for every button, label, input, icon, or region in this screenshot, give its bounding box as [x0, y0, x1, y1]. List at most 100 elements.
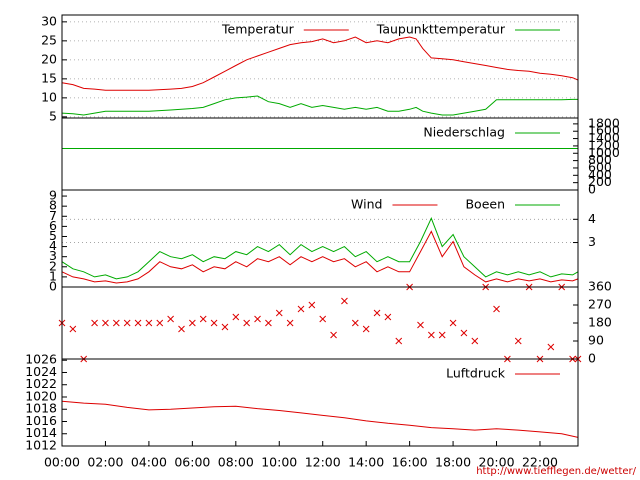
y2-tick-label: 800 [588, 152, 612, 167]
y2-tick-label: 1200 [588, 137, 620, 152]
direction-point [210, 319, 218, 327]
direction-point [221, 323, 229, 331]
direction-point [265, 319, 272, 327]
y2-tick-label: 1600 [588, 123, 620, 138]
direction-point [297, 305, 305, 313]
direction-point [438, 331, 446, 339]
y-tick-label: 5 [49, 228, 57, 243]
y-tick-label: 1024 [25, 364, 57, 379]
direction-point [351, 319, 359, 327]
y-tick-label: 4 [49, 238, 57, 253]
x-tick-label: 02:00 [87, 455, 123, 470]
y-tick-label: 6 [49, 218, 57, 233]
x-tick-label: 14:00 [348, 455, 384, 470]
direction-point [69, 325, 77, 333]
y2-tick-label: 1400 [588, 130, 620, 145]
direction-point [91, 319, 98, 327]
y-tick-label: 2 [49, 258, 57, 273]
series-line [61, 400, 579, 438]
direction-point [145, 319, 153, 327]
y-tick-label: 15 [41, 70, 57, 85]
y-tick-label: 20 [41, 51, 57, 66]
y-tick-label: 0 [49, 279, 57, 294]
panel-frame [61, 286, 579, 360]
x-tick-label: 00:00 [44, 455, 80, 470]
y2-tick-label: 200 [588, 174, 612, 189]
y2-tick-label: 360 [588, 279, 612, 294]
legend-label: Luftdruck [446, 366, 506, 381]
direction-point [243, 319, 251, 327]
direction-point [286, 319, 294, 327]
direction-point [395, 337, 403, 345]
y-tick-label: 1014 [25, 425, 57, 440]
direction-point [427, 331, 435, 339]
y-tick-label: 10 [41, 89, 57, 104]
y2-tick-label: 270 [588, 297, 612, 312]
y-tick-label: 1016 [25, 413, 57, 428]
direction-point [362, 325, 370, 333]
series-line [61, 36, 579, 91]
footer-link: http://www.tiefflegen.de/wetter/ [476, 466, 636, 477]
y-tick-label: 1026 [25, 352, 57, 367]
direction-point [178, 325, 185, 333]
y2-tick-label: 180 [588, 315, 612, 330]
x-tick-label: 22:00 [522, 455, 558, 470]
x-tick-label: 08:00 [218, 455, 254, 470]
y-tick-label: 5 [49, 108, 57, 123]
y2-tick-label: 0 [588, 182, 596, 197]
direction-point [514, 337, 522, 345]
direction-point [417, 321, 424, 329]
y-tick-label: 7 [49, 208, 57, 223]
direction-point [232, 313, 240, 321]
direction-point [308, 301, 316, 309]
direction-point [189, 319, 196, 327]
x-tick-label: 04:00 [131, 455, 167, 470]
y2-tick-label: 0 [588, 351, 596, 366]
direction-point [547, 343, 555, 351]
direction-point [384, 313, 392, 321]
x-tick-label: 06:00 [174, 455, 210, 470]
y-tick-label: 9 [49, 188, 57, 203]
direction-point [330, 331, 337, 339]
direction-point [167, 315, 174, 323]
y2-tick-label: 3 [588, 234, 596, 249]
series-line [61, 95, 578, 116]
direction-point [275, 309, 283, 317]
series-line [61, 217, 579, 280]
x-tick-label: 16:00 [392, 455, 428, 470]
direction-point [199, 315, 207, 323]
y-tick-label: 3 [49, 248, 57, 263]
y2-tick-label: 4 [588, 211, 596, 226]
y-tick-label: 1018 [25, 401, 57, 416]
direction-point [449, 319, 457, 327]
legend-label: Temperatur [221, 22, 295, 37]
direction-point [112, 319, 120, 327]
y-tick-label: 1020 [25, 388, 57, 403]
y2-tick-label: 400 [588, 167, 612, 182]
direction-point [319, 315, 327, 323]
direction-point [254, 315, 261, 323]
panel-frame [61, 358, 579, 447]
y-tick-label: 8 [49, 198, 57, 213]
y-tick-label: 1 [49, 268, 57, 283]
y2-tick-label: 1800 [588, 115, 620, 130]
direction-point [471, 337, 479, 345]
direction-point [134, 319, 142, 327]
legend-label: Taupunkttemperatur [376, 22, 506, 37]
y2-tick-label: 90 [588, 333, 604, 348]
direction-point [373, 309, 381, 317]
y2-tick-label: 1000 [588, 145, 620, 160]
x-tick-label: 10:00 [261, 455, 297, 470]
legend-label: Wind [351, 197, 382, 212]
x-tick-label: 18:00 [435, 455, 471, 470]
direction-point [156, 319, 164, 327]
legend-label: Boeen [465, 197, 505, 212]
x-tick-label: 12:00 [305, 455, 341, 470]
y2-tick-label: 600 [588, 159, 612, 174]
direction-point [123, 319, 131, 327]
series-line [61, 230, 579, 284]
y-tick-label: 30 [41, 13, 57, 28]
direction-point [341, 297, 348, 305]
x-tick-label: 20:00 [479, 455, 515, 470]
